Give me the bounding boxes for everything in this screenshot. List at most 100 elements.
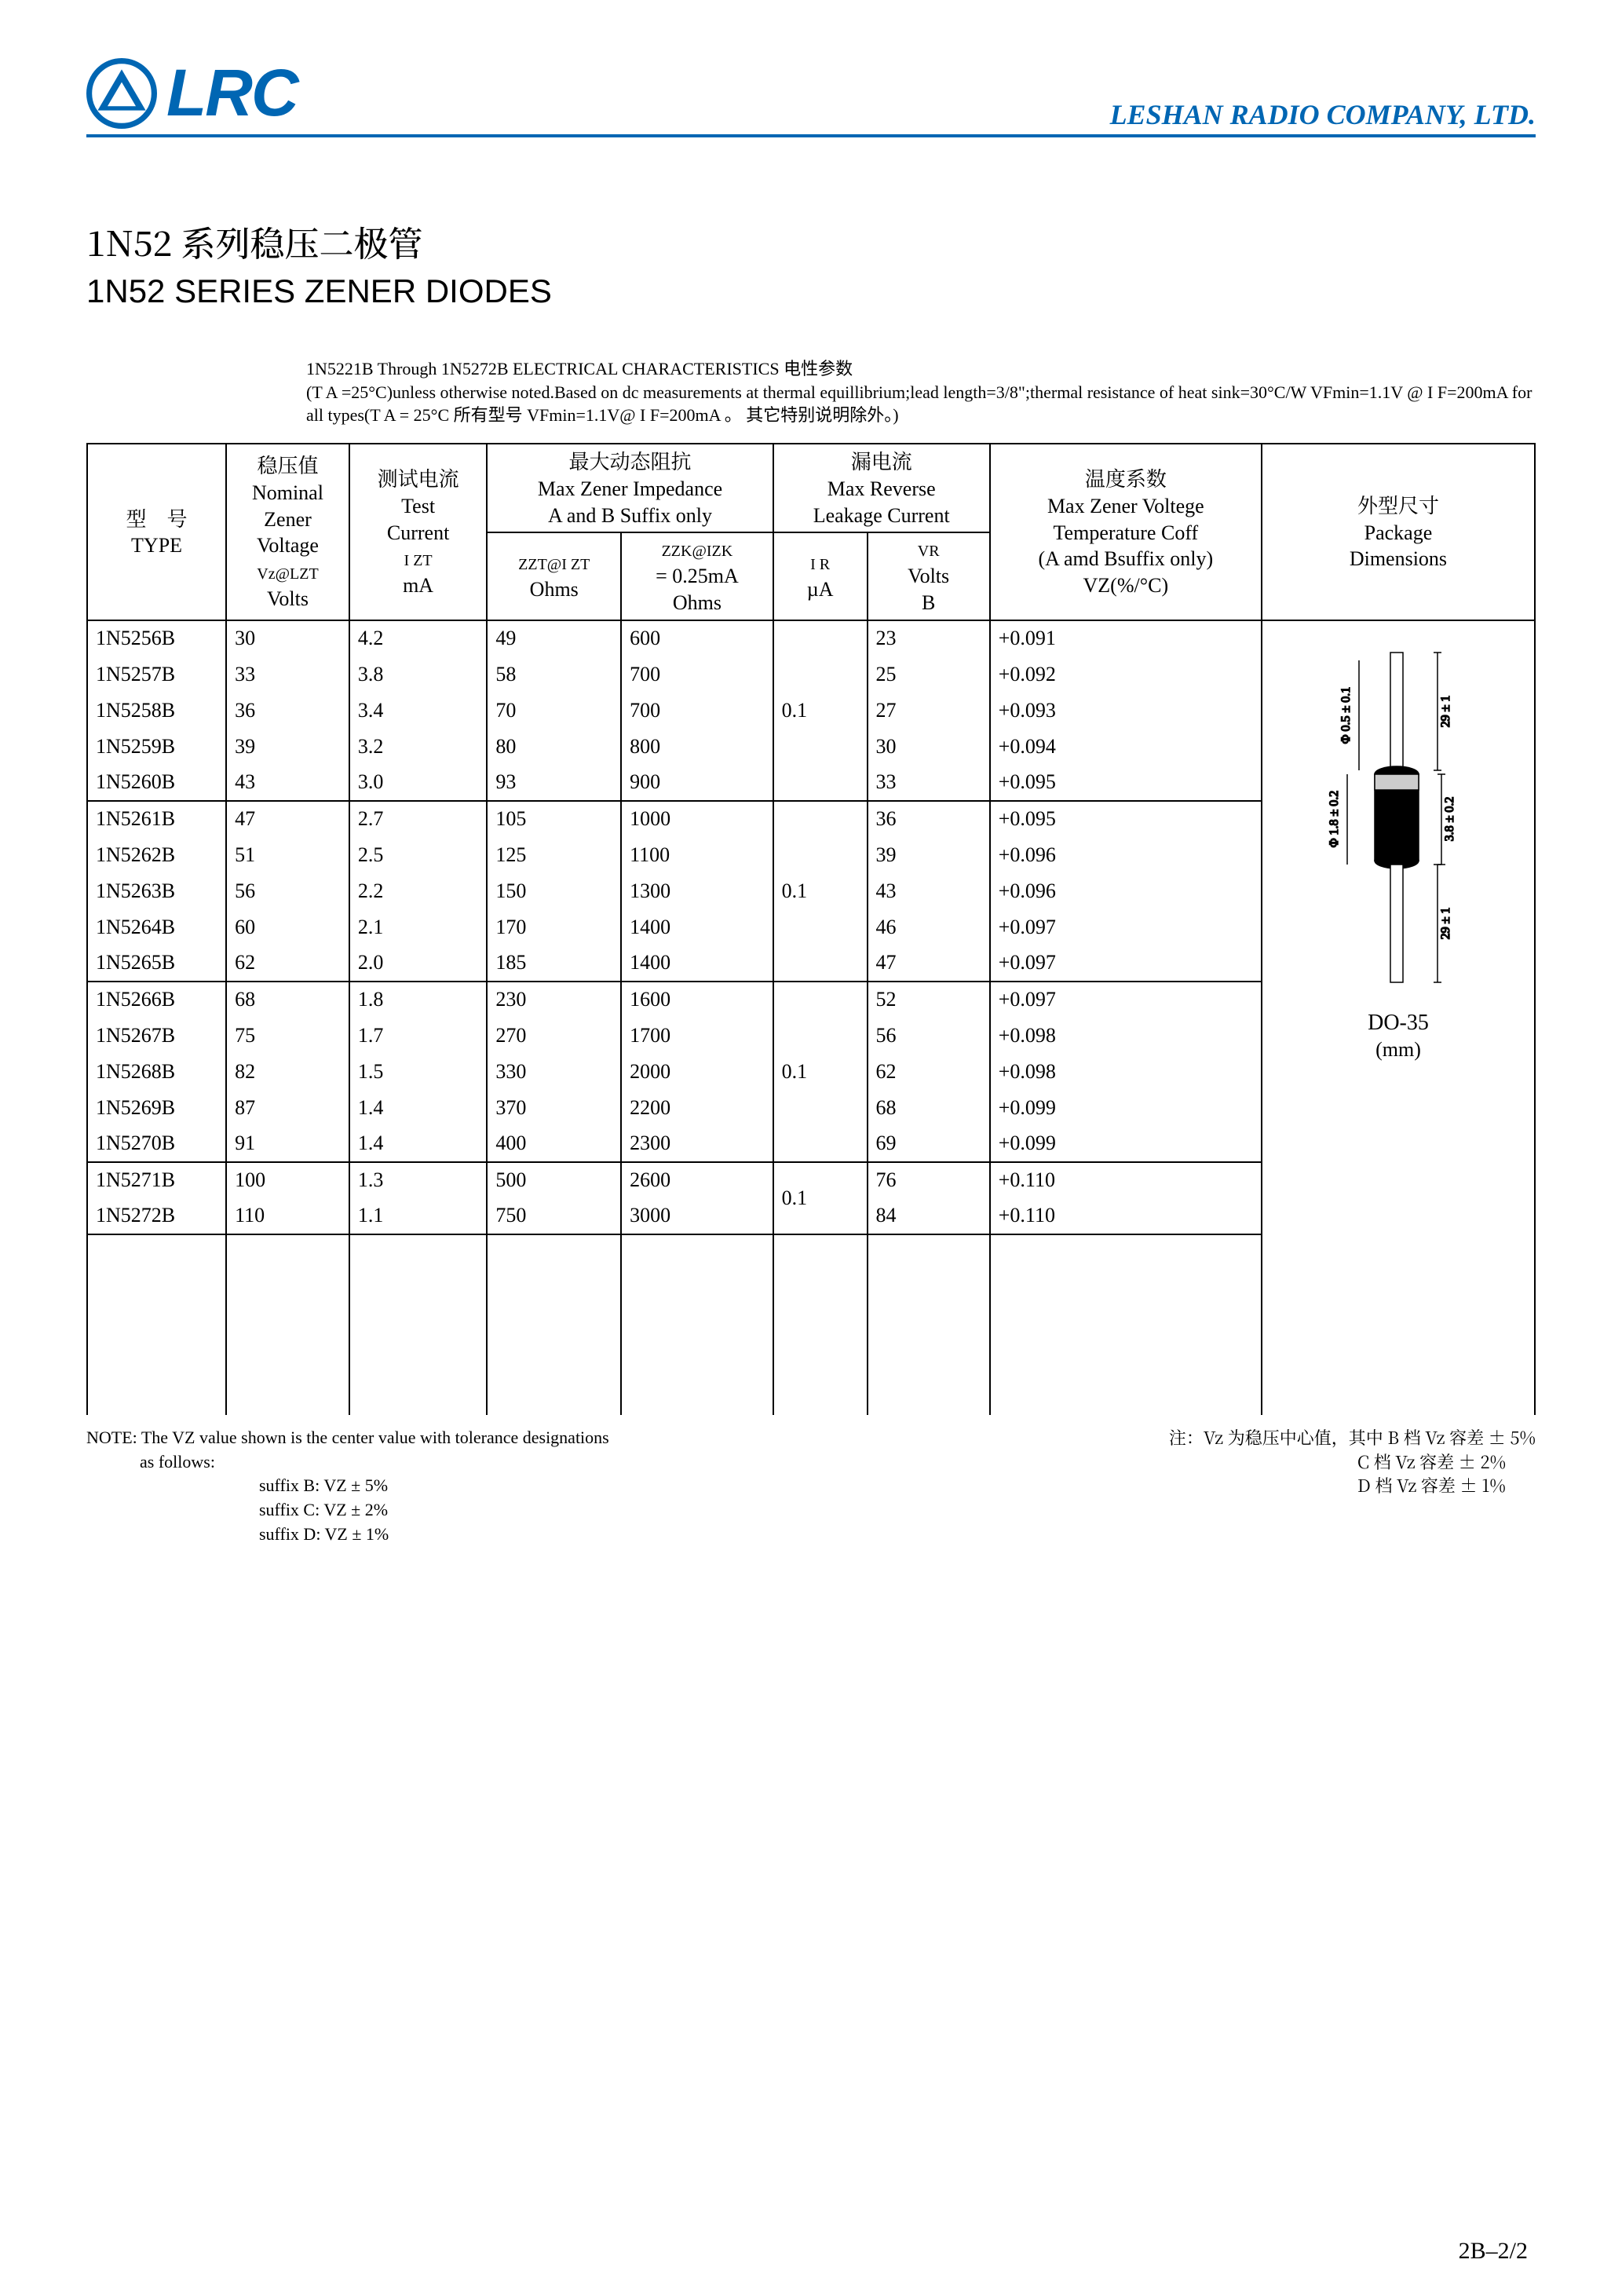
cell: 33 <box>226 656 349 693</box>
cell: +0.099 <box>990 1090 1262 1126</box>
col-type: 型 号 TYPE <box>87 444 226 620</box>
cell: +0.099 <box>990 1126 1262 1162</box>
cell: 56 <box>868 1018 990 1054</box>
cell: 51 <box>226 837 349 873</box>
intro-line2: (T A =25°C)unless otherwise noted.Based … <box>306 381 1536 427</box>
cell: 2.1 <box>349 909 487 945</box>
cell: 93 <box>487 765 621 801</box>
svg-text:DO-35: DO-35 <box>1368 1011 1429 1035</box>
cell: 62 <box>868 1054 990 1090</box>
cell: 75 <box>226 1018 349 1054</box>
cell: 1N5256B <box>87 620 226 656</box>
cell: 2000 <box>621 1054 773 1090</box>
cell: 700 <box>621 656 773 693</box>
cell: 47 <box>868 945 990 982</box>
cell: +0.094 <box>990 729 1262 765</box>
cell: 1N5272B <box>87 1198 226 1234</box>
cell: 1100 <box>621 837 773 873</box>
cell: 185 <box>487 945 621 982</box>
cell: 46 <box>868 909 990 945</box>
cell: 800 <box>621 729 773 765</box>
cell: 3000 <box>621 1198 773 1234</box>
company-name: LESHAN RADIO COMPANY, LTD. <box>1110 98 1536 131</box>
cell: 2300 <box>621 1126 773 1162</box>
cell: 1400 <box>621 945 773 982</box>
cell: 1.4 <box>349 1126 487 1162</box>
col-zzk: ZZK@IZK = 0.25mA Ohms <box>621 532 773 620</box>
cell: 39 <box>868 837 990 873</box>
note-suffix-d: suffix D: VZ ± 1% <box>259 1523 609 1547</box>
col-tempco: 温度系数 Max Zener Voltege Temperature Coff … <box>990 444 1262 620</box>
cell: +0.096 <box>990 873 1262 909</box>
cell: 1N5258B <box>87 693 226 729</box>
cell: 1N5268B <box>87 1054 226 1090</box>
cell-empty <box>226 1234 349 1415</box>
cell: 2600 <box>621 1162 773 1198</box>
cell: 1.7 <box>349 1018 487 1054</box>
table-row: 1N5256B304.2496000.123+0.091 Φ 0.5 ± 0.1… <box>87 620 1535 656</box>
cell-ir: 0.1 <box>773 801 868 982</box>
cell: 39 <box>226 729 349 765</box>
cell: 500 <box>487 1162 621 1198</box>
cell: 270 <box>487 1018 621 1054</box>
svg-text:(mm): (mm) <box>1375 1038 1421 1061</box>
cell: 1N5262B <box>87 837 226 873</box>
cell: 3.0 <box>349 765 487 801</box>
intro-text: 1N5221B Through 1N5272B ELECTRICAL CHARA… <box>306 357 1536 427</box>
cell: 1N5257B <box>87 656 226 693</box>
cell: 87 <box>226 1090 349 1126</box>
cell: 47 <box>226 801 349 837</box>
page-number: 2B–2/2 <box>1459 2238 1528 2265</box>
cell-empty <box>990 1234 1262 1415</box>
cell: 105 <box>487 801 621 837</box>
cell-empty <box>868 1234 990 1415</box>
cell: 2.0 <box>349 945 487 982</box>
cell-empty <box>621 1234 773 1415</box>
package-cell: Φ 0.5 ± 0.1 29 ± 1 Φ 1.8 ± 0.2 3.8 ± 0.2… <box>1262 620 1535 1415</box>
cell: +0.098 <box>990 1018 1262 1054</box>
package-diagram-icon: Φ 0.5 ± 0.1 29 ± 1 Φ 1.8 ± 0.2 3.8 ± 0.2… <box>1312 637 1485 1077</box>
notes-left: NOTE: The VZ value shown is the center v… <box>86 1426 609 1547</box>
notes-right: 注：Vz 为稳压中心值，其中 B 档 Vz 容差 ± 5% C 档 Vz 容差 … <box>1169 1426 1536 1547</box>
cell: +0.110 <box>990 1198 1262 1234</box>
cell: 1N5259B <box>87 729 226 765</box>
cell: 400 <box>487 1126 621 1162</box>
note-right-d: D 档 Vz 容差 ± 1% <box>1357 1474 1536 1498</box>
cell: 230 <box>487 982 621 1018</box>
note-title: NOTE: The VZ value shown is the center v… <box>86 1426 609 1450</box>
page-header: LRC LESHAN RADIO COMPANY, LTD. <box>86 55 1536 137</box>
cell: 36 <box>868 801 990 837</box>
cell: 3.8 <box>349 656 487 693</box>
cell: 1400 <box>621 909 773 945</box>
cell: 58 <box>487 656 621 693</box>
note-suffix-c: suffix C: VZ ± 2% <box>259 1498 609 1523</box>
cell: 3.2 <box>349 729 487 765</box>
col-leakage: 漏电流 Max Reverse Leakage Current <box>773 444 990 532</box>
cell: 100 <box>226 1162 349 1198</box>
cell: +0.110 <box>990 1162 1262 1198</box>
cell: 36 <box>226 693 349 729</box>
cell: 1.4 <box>349 1090 487 1126</box>
svg-text:Φ 1.8 ± 0.2: Φ 1.8 ± 0.2 <box>1328 791 1341 847</box>
svg-text:Φ 0.5 ± 0.1: Φ 0.5 ± 0.1 <box>1339 687 1353 744</box>
cell: +0.097 <box>990 945 1262 982</box>
cell: +0.095 <box>990 801 1262 837</box>
cell: 330 <box>487 1054 621 1090</box>
cell: 1000 <box>621 801 773 837</box>
cell: +0.097 <box>990 982 1262 1018</box>
cell: 170 <box>487 909 621 945</box>
col-vr: VR Volts B <box>868 532 990 620</box>
cell: 1.1 <box>349 1198 487 1234</box>
cell: 1N5270B <box>87 1126 226 1162</box>
cell: 33 <box>868 765 990 801</box>
cell: 110 <box>226 1198 349 1234</box>
cell: 700 <box>621 693 773 729</box>
cell-ir: 0.1 <box>773 620 868 801</box>
cell: 125 <box>487 837 621 873</box>
cell: 1N5261B <box>87 801 226 837</box>
cell: 900 <box>621 765 773 801</box>
characteristics-table: 型 号 TYPE 稳压值 Nominal Zener Voltage Vz@LZ… <box>86 443 1536 1415</box>
notes: NOTE: The VZ value shown is the center v… <box>86 1426 1536 1547</box>
cell: 62 <box>226 945 349 982</box>
cell: +0.092 <box>990 656 1262 693</box>
